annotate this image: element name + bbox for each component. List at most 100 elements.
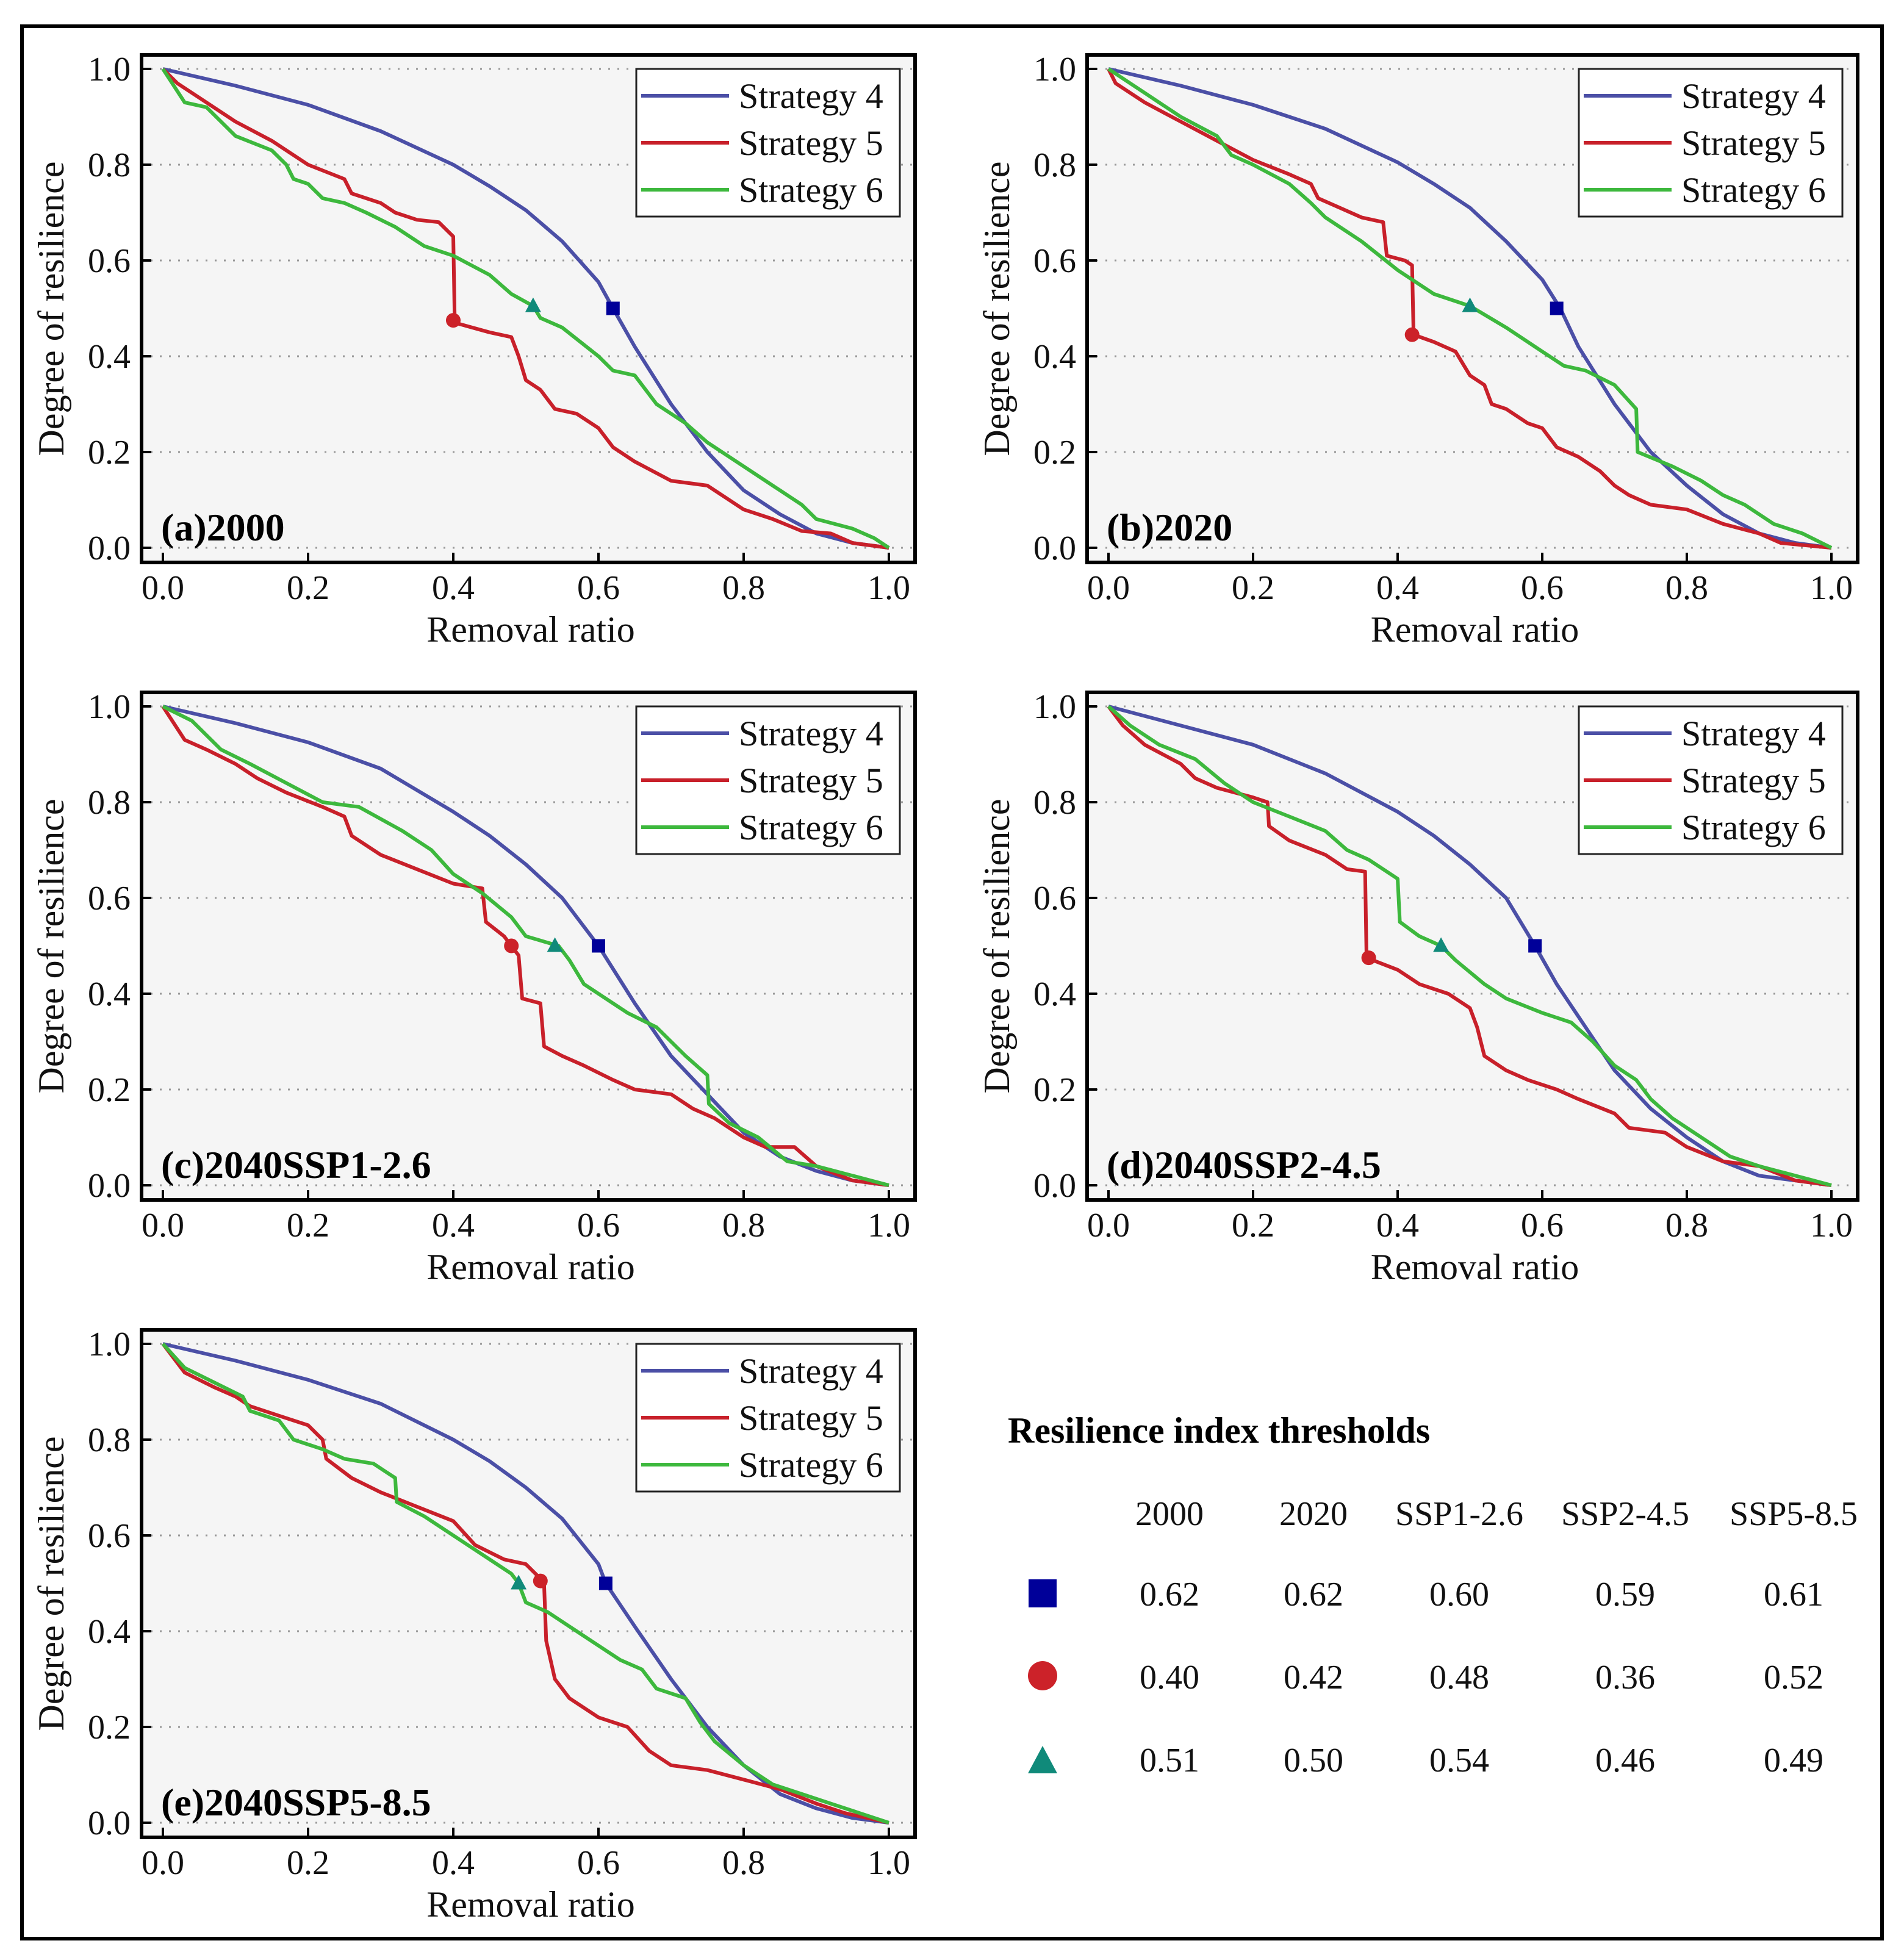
x-tick-label: 0.4 — [1376, 1207, 1419, 1244]
legend-label: Strategy 5 — [739, 761, 883, 800]
x-axis-label: Removal ratio — [1371, 1247, 1579, 1287]
plot-frame — [1085, 53, 1859, 564]
y-tick-label: 0.6 — [1033, 880, 1076, 917]
y-tick-label: 0.6 — [88, 880, 131, 917]
y-tick-label: 0.4 — [1033, 975, 1076, 1013]
y-axis-label: Degree of resilience — [31, 799, 71, 1093]
y-tick-label: 0.4 — [88, 1613, 131, 1651]
legend-label: Strategy 4 — [739, 1351, 883, 1391]
x-tick-label: 0.0 — [142, 569, 184, 607]
threshold-marker-square — [606, 301, 620, 315]
table-title: Resilience index thresholds — [1008, 1410, 1430, 1451]
table-cell: 0.40 — [1140, 1659, 1199, 1696]
table-cell: 0.42 — [1284, 1659, 1343, 1696]
legend-label: Strategy 4 — [1681, 714, 1826, 753]
x-axis-label: Removal ratio — [1371, 609, 1579, 650]
x-tick-label: 1.0 — [868, 1207, 910, 1244]
threshold-marker-circle — [1404, 327, 1420, 342]
y-tick-label: 0.0 — [1033, 529, 1076, 567]
threshold-marker-circle — [1361, 950, 1376, 966]
table-cell: 0.62 — [1140, 1576, 1199, 1614]
series-line-strategy-6 — [1107, 67, 1833, 550]
x-tick-label: 0.0 — [1087, 569, 1130, 607]
x-tick-label: 0.8 — [722, 569, 765, 607]
series-group — [1107, 67, 1833, 550]
threshold-marker-circle — [446, 313, 461, 328]
legend-label: Strategy 5 — [1681, 761, 1826, 800]
legend: Strategy 4 Strategy 5 Strategy 6 — [635, 68, 901, 218]
circle-marker-icon — [1028, 1661, 1057, 1690]
table-cell: 0.49 — [1764, 1742, 1823, 1779]
x-tick-label: 0.2 — [287, 569, 329, 607]
table-cell: 0.54 — [1429, 1742, 1489, 1779]
plot-frame — [140, 53, 917, 564]
legend-label: Strategy 6 — [739, 808, 883, 847]
y-tick-label: 0.4 — [88, 338, 131, 376]
legend-label: Strategy 6 — [739, 1445, 883, 1485]
chart-panel-a: 0.0 0.2 0.4 0.6 0.8 1.0 0.0 0.2 0.4 0.6 0.8 1.0 Stra… — [31, 51, 917, 650]
chart-panel-e: 0.0 0.2 0.4 0.6 0.8 1.0 0.0 0.2 0.4 0.6 0.8 1.0 Stra… — [31, 1326, 917, 1925]
y-tick-label: 0.6 — [88, 242, 131, 280]
legend-label: Strategy 4 — [1681, 76, 1826, 116]
panel-label: (a)2000 — [161, 506, 285, 549]
y-tick-label: 1.0 — [88, 688, 131, 726]
chart-panel-b: 0.0 0.2 0.4 0.6 0.8 1.0 0.0 0.2 0.4 0.6 0.8 1.0 Stra… — [977, 51, 1859, 650]
threshold-table: Resilience index thresholds 2000 2020 SS… — [1008, 1410, 1858, 1779]
x-tick-label: 0.4 — [432, 1207, 475, 1244]
x-tick-label: 0.8 — [722, 1207, 765, 1244]
threshold-marker-triangle — [511, 1574, 527, 1590]
table-header-ssp126: SSP1-2.6 — [1395, 1495, 1523, 1533]
panel-label: (e)2040SSP5-8.5 — [161, 1781, 431, 1824]
threshold-marker-triangle — [525, 297, 541, 312]
series-line-strategy-6 — [1107, 705, 1832, 1187]
series-line-strategy-4 — [1108, 67, 1832, 550]
y-tick-label: 0.0 — [1033, 1167, 1076, 1205]
x-tick-label: 0.4 — [432, 569, 475, 607]
x-tick-label: 0.6 — [577, 1844, 620, 1882]
y-tick-label: 0.2 — [1033, 1071, 1076, 1109]
x-tick-label: 0.4 — [432, 1844, 475, 1882]
y-tick-label: 0.8 — [1033, 784, 1076, 822]
y-tick-label: 0.2 — [1033, 434, 1076, 472]
threshold-marker-triangle — [1462, 297, 1478, 312]
legend-label: Strategy 5 — [1681, 123, 1826, 163]
x-tick-label: 0.8 — [1665, 1207, 1708, 1244]
y-tick-label: 1.0 — [88, 51, 131, 88]
legend-label: Strategy 6 — [1681, 808, 1826, 847]
x-tick-label: 0.8 — [1665, 569, 1708, 607]
y-tick-label: 1.0 — [88, 1326, 131, 1363]
table-cell: 0.48 — [1429, 1659, 1489, 1696]
x-tick-label: 1.0 — [868, 1844, 910, 1882]
triangle-marker-icon — [1028, 1746, 1057, 1773]
table-cell: 0.62 — [1284, 1576, 1343, 1614]
x-tick-label: 1.0 — [1810, 569, 1853, 607]
y-tick-label: 0.8 — [88, 1421, 131, 1459]
panel-label: (d)2040SSP2-4.5 — [1107, 1143, 1381, 1186]
x-tick-label: 0.4 — [1376, 569, 1419, 607]
threshold-marker-square — [592, 939, 605, 953]
threshold-marker-circle — [504, 938, 519, 953]
chart-panel-d: 0.0 0.2 0.4 0.6 0.8 1.0 0.0 0.2 0.4 0.6 0.8 1.0 Stra… — [977, 688, 1859, 1287]
threshold-marker-circle — [533, 1573, 548, 1588]
plot-frame — [140, 1328, 917, 1839]
x-tick-label: 0.6 — [577, 569, 620, 607]
threshold-marker-triangle — [1433, 937, 1450, 952]
y-tick-label: 0.0 — [88, 529, 131, 567]
legend-label: Strategy 4 — [739, 714, 883, 753]
x-tick-label: 0.2 — [1232, 569, 1274, 607]
x-tick-label: 0.2 — [1232, 1207, 1274, 1244]
y-tick-label: 1.0 — [1033, 51, 1076, 88]
plot-frame — [140, 691, 917, 1202]
threshold-marker-square — [1550, 301, 1564, 315]
series-line-strategy-5 — [161, 705, 889, 1187]
y-tick-label: 0.6 — [88, 1517, 131, 1555]
threshold-marker-square — [598, 1576, 613, 1590]
y-tick-label: 0.8 — [88, 146, 131, 184]
y-tick-label: 0.2 — [88, 434, 131, 472]
series-line-strategy-4 — [162, 1342, 889, 1825]
x-tick-label: 0.0 — [142, 1844, 184, 1882]
threshold-marker-square — [1528, 939, 1542, 953]
x-tick-label: 0.6 — [1521, 569, 1564, 607]
table-cell: 0.46 — [1595, 1742, 1655, 1779]
